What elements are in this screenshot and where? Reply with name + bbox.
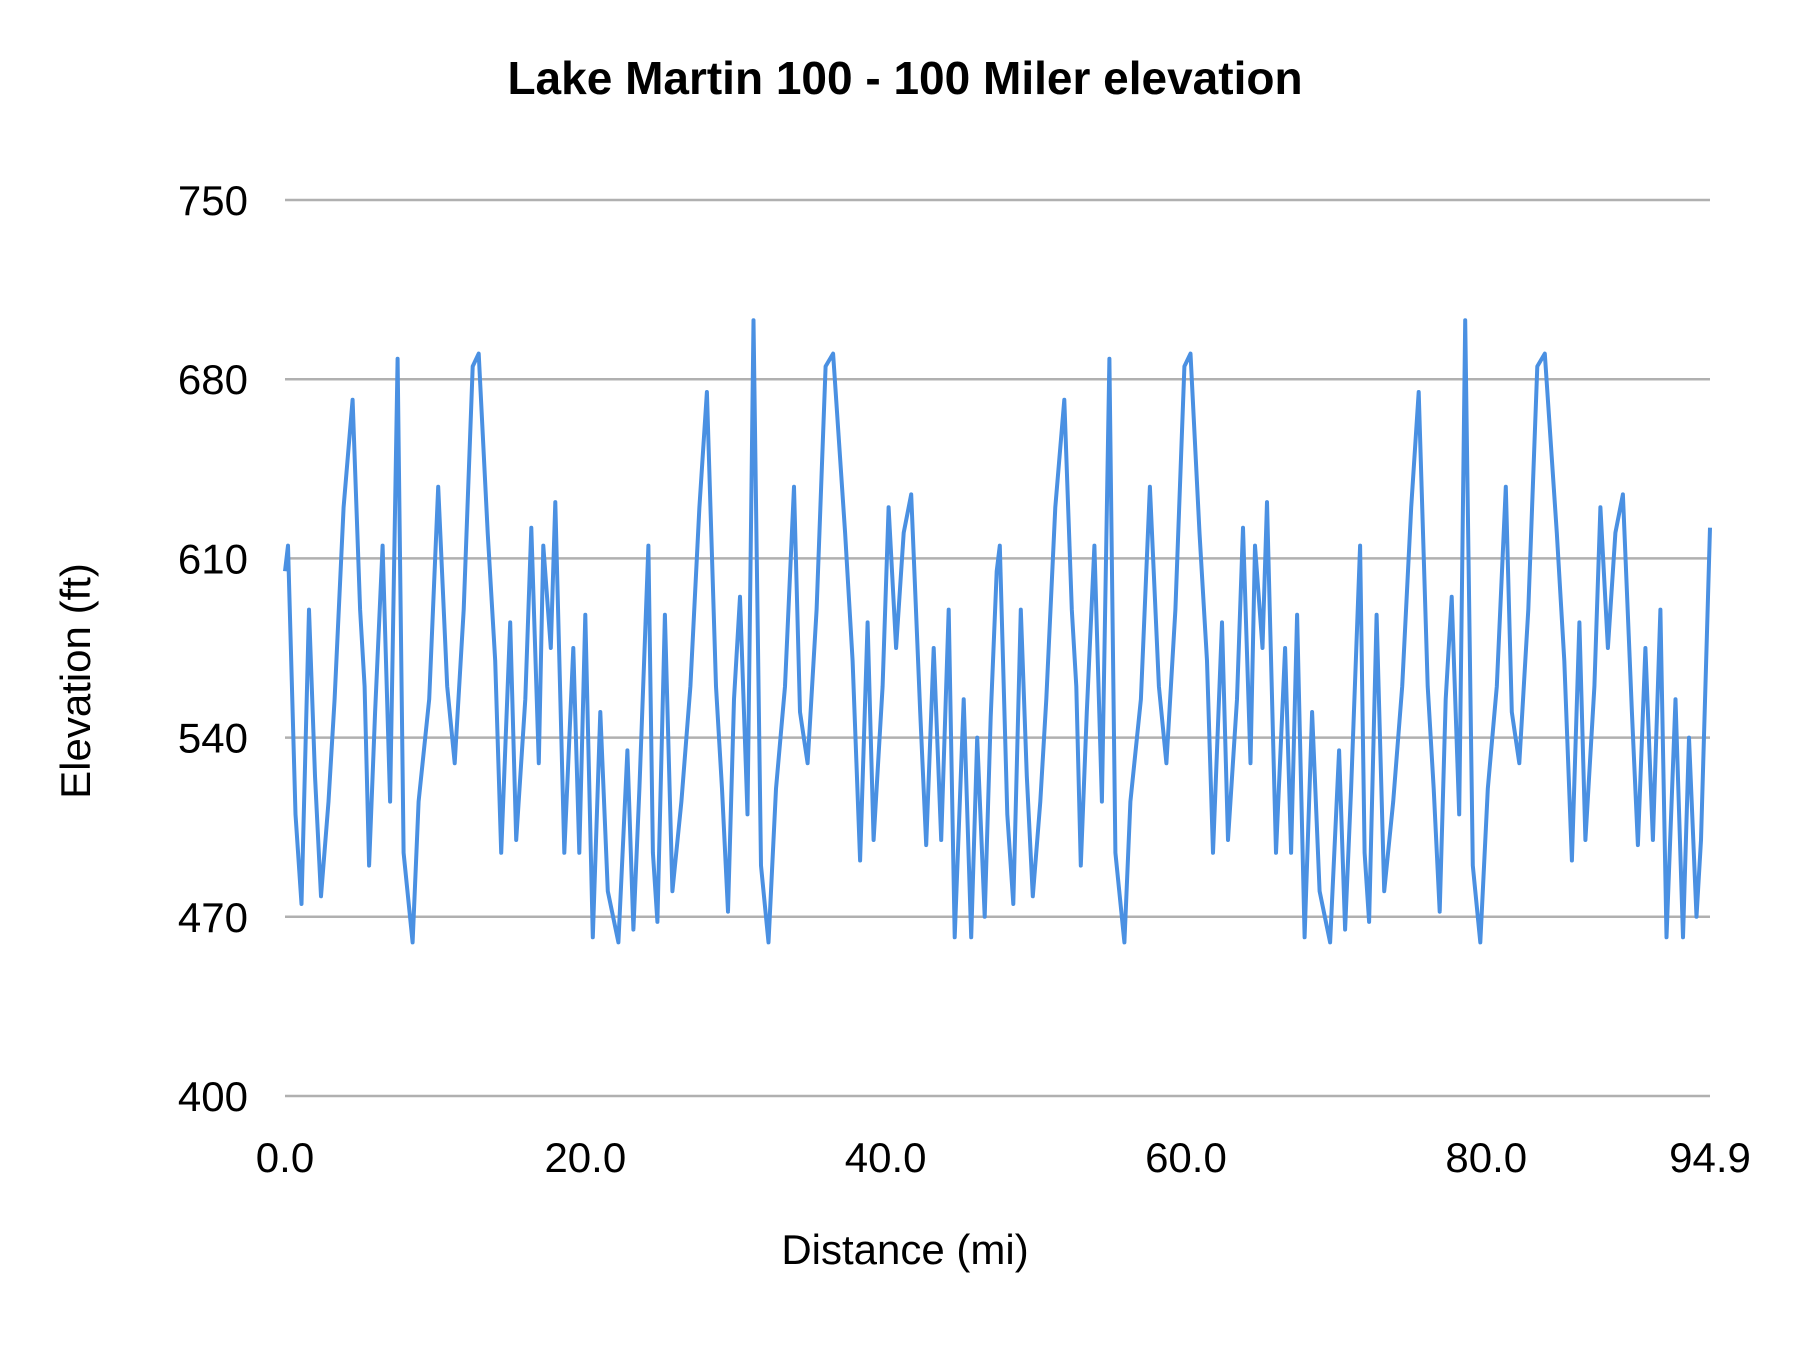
gridlines — [285, 198, 1710, 1098]
elevation-line — [283, 318, 1712, 945]
x-tick-label: 40.0 — [845, 1134, 927, 1181]
x-axis-ticks: 0.0 20.0 40.0 60.0 80.0 94.9 — [256, 1134, 1751, 1181]
chart-title: Lake Martin 100 - 100 Miler elevation — [507, 52, 1302, 104]
y-tick-label: 680 — [178, 356, 248, 403]
x-tick-label: 80.0 — [1445, 1134, 1527, 1181]
y-tick-label: 610 — [178, 535, 248, 582]
x-tick-label: 20.0 — [544, 1134, 626, 1181]
x-tick-label: 60.0 — [1145, 1134, 1227, 1181]
y-axis-ticks: 400 470 540 610 680 750 — [178, 177, 248, 1120]
y-tick-label: 400 — [178, 1073, 248, 1120]
y-tick-label: 470 — [178, 894, 248, 941]
y-tick-label: 540 — [178, 715, 248, 762]
y-axis-label: Elevation (ft) — [52, 563, 99, 799]
y-tick-label: 750 — [178, 177, 248, 224]
x-tick-label: 94.9 — [1669, 1134, 1751, 1181]
x-axis-label: Distance (mi) — [781, 1226, 1028, 1273]
x-tick-label: 0.0 — [256, 1134, 314, 1181]
